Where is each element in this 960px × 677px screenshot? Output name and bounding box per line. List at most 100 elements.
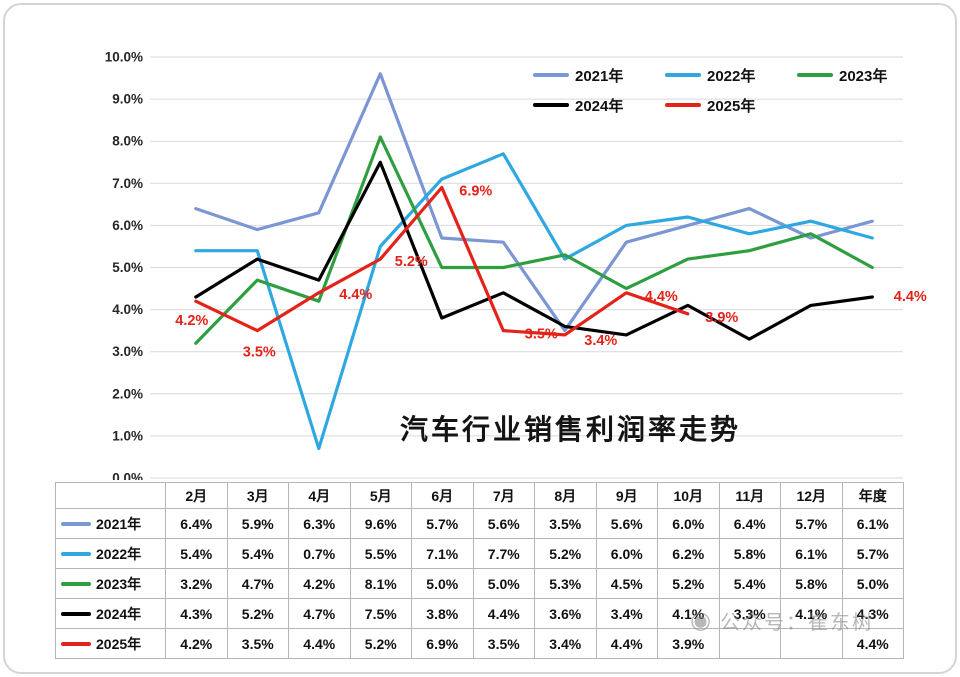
row-label-cell: 2022年 — [55, 538, 166, 569]
watermark-text: 公众号：崔东树 — [719, 612, 874, 634]
value-cell: 5.9% — [226, 508, 289, 539]
legend-item-2025年: 2025年 — [665, 90, 797, 120]
series-name: 2023年 — [96, 575, 142, 592]
value-cell: 4.5% — [595, 568, 658, 599]
y-tick-label: 1.0% — [112, 428, 143, 443]
data-label-4.2%: 4.2% — [175, 313, 208, 329]
data-label-3.5%: 3.5% — [243, 345, 276, 361]
value-cell: 4.7% — [288, 598, 351, 629]
column-header-12月: 12月 — [780, 482, 843, 509]
y-tick-label: 4.0% — [112, 302, 143, 317]
series-name: 2022年 — [96, 545, 142, 562]
table-row-2024年: 2024年 4.3% 5.2% 4.7% 7.5% 3.8% 4.4% 3.6% 3.4% 4.1… — [55, 598, 904, 629]
value-cell: 5.2% — [657, 568, 720, 599]
value-cell: 6.2% — [657, 538, 720, 569]
value-cell: 4.2% — [165, 628, 228, 659]
value-cell: 8.1% — [349, 568, 412, 599]
value-cell: 7.7% — [472, 538, 535, 569]
legend-line-swatch — [533, 73, 569, 77]
table-row-2023年: 2023年 3.2% 4.7% 4.2% 8.1% 5.0% 5.0% 5.3% 4.5% 5.2… — [55, 568, 904, 599]
series-swatch — [61, 641, 91, 646]
legend-label: 2022年 — [707, 67, 756, 85]
value-cell: 5.3% — [534, 568, 597, 599]
value-cell: 6.4% — [165, 508, 228, 539]
value-cell: 4.3% — [841, 598, 904, 629]
column-header-9月: 9月 — [595, 482, 658, 509]
data-label-3.9%: 3.9% — [705, 310, 738, 326]
column-header-2月: 2月 — [165, 482, 228, 509]
value-cell: 4.4% — [841, 628, 904, 659]
column-header-6月: 6月 — [411, 482, 474, 509]
legend-label: 2023年 — [839, 67, 888, 85]
column-header-年度: 年度 — [841, 482, 904, 509]
value-cell: 4.1% — [780, 598, 843, 629]
value-cell: 5.7% — [841, 538, 904, 569]
series-swatch — [61, 551, 91, 556]
series-line-2022年 — [194, 152, 874, 451]
column-header-10月: 10月 — [657, 482, 720, 509]
value-cell: 5.8% — [780, 568, 843, 599]
column-header-3月: 3月 — [226, 482, 289, 509]
y-tick-label: 2.0% — [112, 386, 143, 401]
value-cell: 6.0% — [595, 538, 658, 569]
value-cell: 3.4% — [595, 598, 658, 629]
data-label-4.4%: 4.4% — [645, 289, 678, 305]
value-cell: 4.4% — [288, 628, 351, 659]
value-cell: 9.6% — [349, 508, 412, 539]
value-cell: 6.4% — [718, 508, 781, 539]
y-tick-label: 3.0% — [112, 344, 143, 359]
series-swatch — [61, 581, 91, 586]
value-cell: 5.7% — [780, 508, 843, 539]
series-line-2024年 — [194, 160, 874, 341]
value-cell: 4.4% — [472, 598, 535, 629]
table-row-2025年: 2025年 4.2% 3.5% 4.4% 5.2% 6.9% 3.5% 3.4% 4.4% 3.9… — [55, 628, 904, 659]
value-cell: 3.5% — [226, 628, 289, 659]
value-cell: 3.9% — [657, 628, 720, 659]
data-label-3.5%: 3.5% — [525, 327, 558, 343]
value-cell: 5.6% — [472, 508, 535, 539]
table-header-row: 2月 3月 4月 5月 6月 7月 8月 9月 10月 11月 12月 年度 — [55, 482, 904, 509]
legend-item-2022年: 2022年 — [665, 60, 797, 90]
row-label-cell: 2021年 — [55, 508, 166, 539]
table-row-2022年: 2022年 5.4% 5.4% 0.7% 5.5% 7.1% 7.7% 5.2% 6.0% 6.2… — [55, 538, 904, 569]
value-cell: 4.4% — [595, 628, 658, 659]
value-cell: 6.1% — [780, 538, 843, 569]
y-tick-label: 0.0% — [112, 471, 143, 481]
value-cell: 7.5% — [349, 598, 412, 629]
monthly-values-table: 2月 3月 4月 5月 6月 7月 8月 9月 10月 11月 12月 年度 2021年 6.4% 5.9%… — [55, 482, 904, 659]
row-label-cell: 2024年 — [55, 598, 166, 629]
value-cell: 5.5% — [349, 538, 412, 569]
column-header-blank — [55, 482, 166, 509]
legend-item-2021年: 2021年 — [533, 60, 665, 90]
value-cell: 6.3% — [288, 508, 351, 539]
value-cell: 3.5% — [472, 628, 535, 659]
value-cell: 5.2% — [534, 538, 597, 569]
value-cell: 4.3% — [165, 598, 228, 629]
series-name: 2024年 — [96, 605, 142, 622]
value-cell — [780, 628, 843, 659]
legend-item-2023年: 2023年 — [797, 60, 929, 90]
legend-line-swatch — [665, 73, 701, 77]
series-line-2021年 — [194, 72, 874, 333]
value-cell: 5.7% — [411, 508, 474, 539]
value-cell: 7.1% — [411, 538, 474, 569]
value-cell: 3.4% — [534, 628, 597, 659]
row-label-cell: 2023年 — [55, 568, 166, 599]
value-cell: 3.5% — [534, 508, 597, 539]
column-header-11月: 11月 — [718, 482, 781, 509]
y-tick-label: 9.0% — [112, 92, 143, 107]
series-name: 2021年 — [96, 515, 142, 532]
y-tick-label: 6.0% — [112, 218, 143, 233]
series-swatch — [61, 611, 91, 616]
trend-line-chart: 0.0% 1.0% 2.0% 3.0% 4.0% 5.0% 6.0% 7.0% 8.0% 9.0%… — [105, 50, 927, 481]
series-swatch — [61, 521, 91, 526]
value-cell: 5.0% — [411, 568, 474, 599]
data-label-5.2%: 5.2% — [395, 254, 428, 270]
legend-label: 2021年 — [575, 67, 624, 85]
value-cell: 5.4% — [226, 538, 289, 569]
value-cell: 4.2% — [288, 568, 351, 599]
watermark-logo-icon: ◉ — [690, 606, 713, 634]
value-cell — [718, 628, 781, 659]
legend-label: 2025年 — [707, 97, 756, 115]
